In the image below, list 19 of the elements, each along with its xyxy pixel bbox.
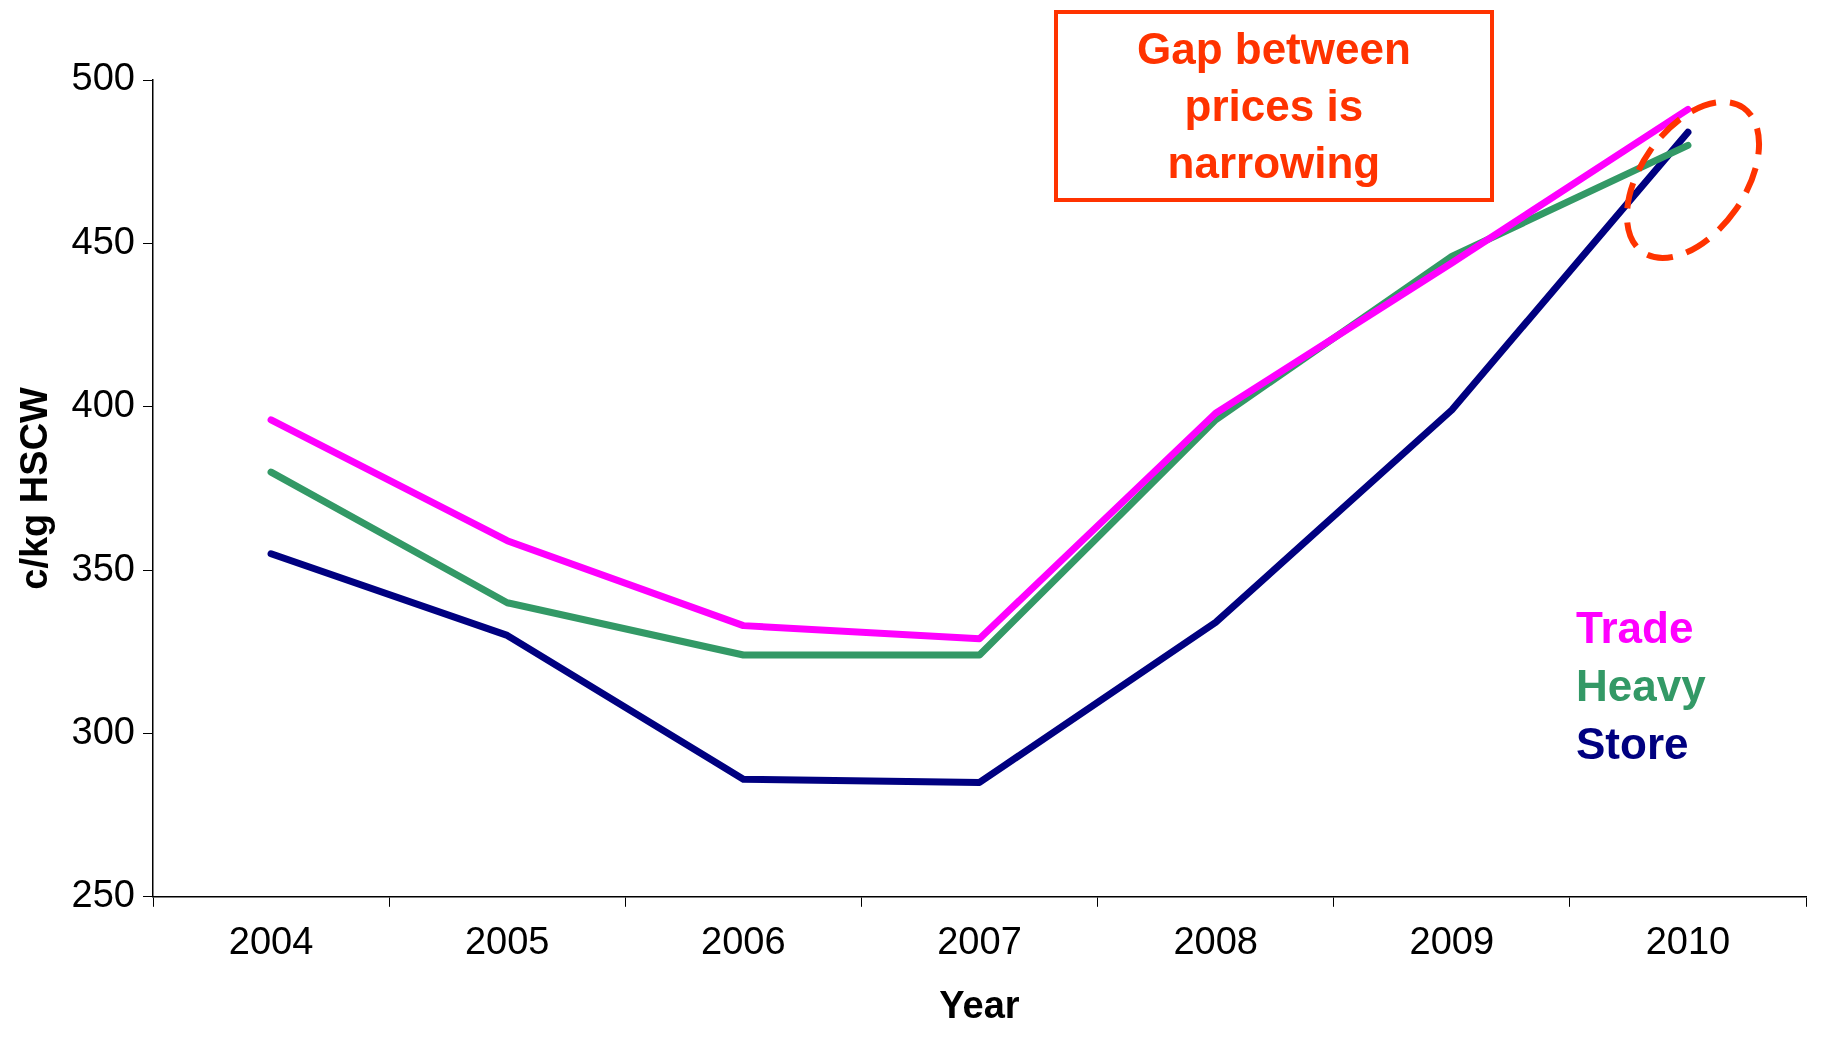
annotation: Gap between prices is narrowing [1053,10,1494,202]
x-tick-label: 2006 [701,920,786,963]
text: Heavy [1576,660,1707,710]
x-tick-label: 2008 [1173,920,1258,963]
y-tick-label: 250 [71,873,135,916]
text: Store [1576,718,1689,768]
y-tick-label: 400 [71,383,135,426]
y-tick-label: 500 [71,56,135,99]
x-tick-label: 2009 [1409,920,1495,963]
x-tick-label: 2010 [1645,920,1731,963]
x-axis-title: Year [939,983,1020,1026]
y-axis-title: c/kg HSCW [13,386,56,590]
x-tick-label: 2007 [937,920,1022,963]
y-tick-label: 450 [71,219,135,262]
x-tick-label: 2004 [228,920,314,963]
text: Trade [1576,602,1694,652]
y-tick-label: 300 [71,709,135,752]
x-tick-label: 2005 [464,920,550,963]
y-tick-label: 350 [71,546,135,589]
